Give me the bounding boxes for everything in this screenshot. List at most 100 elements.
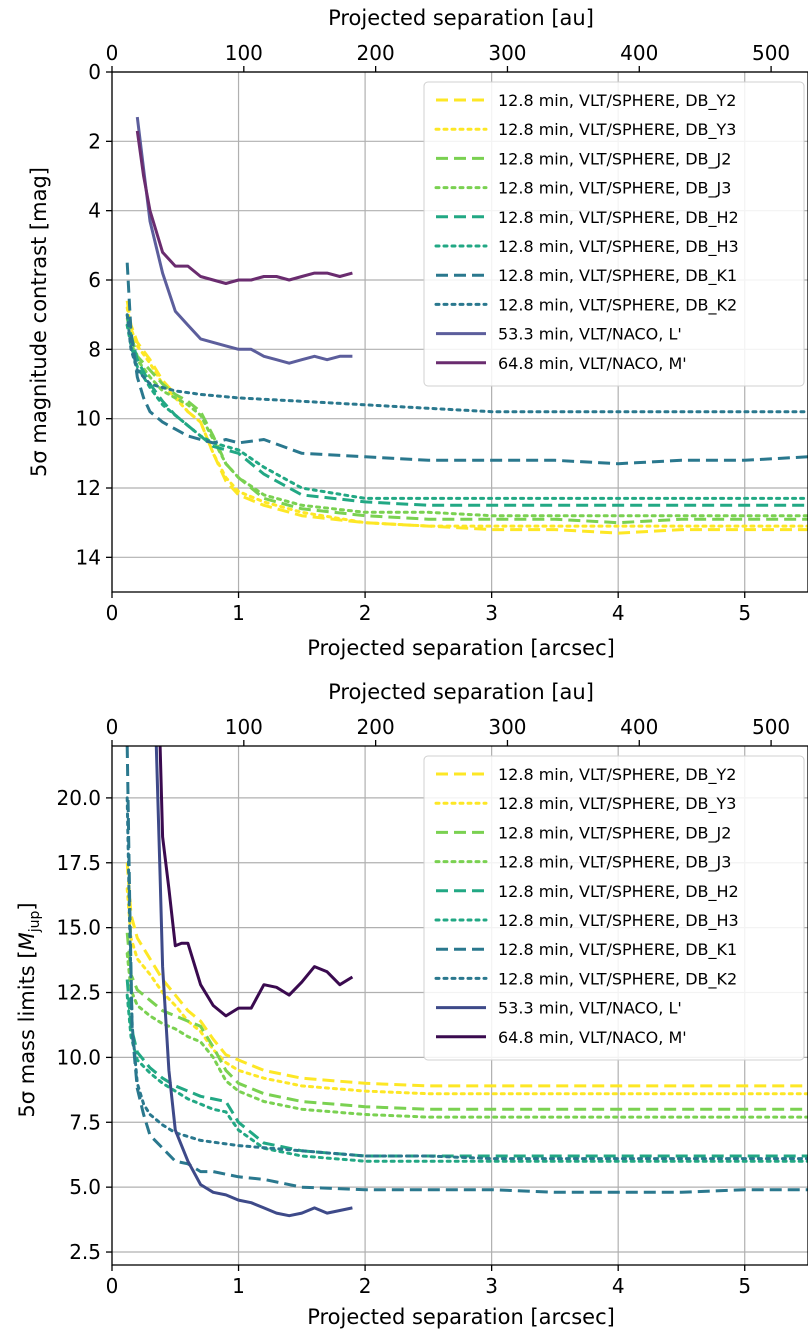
legend-label-3: 12.8 min, VLT/SPHERE, DB_J3 xyxy=(498,179,731,199)
y-tick-label-7: 14 xyxy=(76,545,101,569)
y-tick-label-1: 2 xyxy=(88,129,101,153)
y-tick-label-0: 2.5 xyxy=(69,1240,101,1264)
x-tick-label-1: 1 xyxy=(232,601,245,625)
series-line-1 xyxy=(125,887,808,1096)
x-tick-label-0: 0 xyxy=(106,1274,119,1298)
series-line-9 xyxy=(135,130,353,285)
series-line-3 xyxy=(125,952,808,1119)
legend-label-8: 53.3 min, VLT/NACO, L' xyxy=(498,325,682,344)
legend-label-4: 12.8 min, VLT/SPHERE, DB_H2 xyxy=(498,882,739,902)
legend-label-2: 12.8 min, VLT/SPHERE, DB_J2 xyxy=(498,823,731,843)
legend-label-1: 12.8 min, VLT/SPHERE, DB_Y3 xyxy=(498,794,736,814)
y-tick-label-3: 6 xyxy=(88,268,101,292)
legend-box xyxy=(423,755,805,1061)
series-line-7 xyxy=(125,796,808,1161)
bottom-x-axis-label: Projected separation [arcsec] xyxy=(307,1305,615,1329)
legend-label-1: 12.8 min, VLT/SPHERE, DB_Y3 xyxy=(498,120,736,140)
contrast-panel: Projected separation [au] Projected sepa… xyxy=(27,6,808,660)
series-line-3 xyxy=(125,323,808,518)
mass-panel: Projected separation [au] Projected sepa… xyxy=(15,680,808,1329)
legend-label-5: 12.8 min, VLT/SPHERE, DB_H3 xyxy=(498,237,739,257)
y-tick-label-6: 17.5 xyxy=(56,851,101,875)
legend-label-8: 53.3 min, VLT/NACO, L' xyxy=(498,999,682,1018)
series-line-6 xyxy=(125,746,808,1194)
series-line-5 xyxy=(125,323,808,500)
y-tick-label-4: 8 xyxy=(88,337,101,361)
bottom-x-ticks: 0 1 2 3 4 5 xyxy=(106,1265,751,1298)
x2-tick-label-4: 400 xyxy=(620,715,658,739)
legend-box xyxy=(423,81,805,387)
series-line-9 xyxy=(158,746,354,1018)
legend-label-5: 12.8 min, VLT/SPHERE, DB_H3 xyxy=(498,911,739,931)
series-line-6 xyxy=(125,262,808,466)
x-tick-label-1: 1 xyxy=(232,1274,245,1298)
legend-label-0: 12.8 min, VLT/SPHERE, DB_Y2 xyxy=(498,91,736,111)
x2-tick-label-1: 100 xyxy=(225,715,263,739)
legend-label-6: 12.8 min, VLT/SPHERE, DB_K1 xyxy=(498,940,737,960)
y-tick-label-5: 15.0 xyxy=(56,916,101,940)
y-ticks: 0 2 4 6 8 10 12 14 xyxy=(76,60,112,569)
top-x-ticks: 0 100 200 300 400 500 xyxy=(106,715,790,746)
legend-label-3: 12.8 min, VLT/SPHERE, DB_J3 xyxy=(498,853,731,873)
series-line-0 xyxy=(125,862,808,1088)
x-tick-label-4: 4 xyxy=(612,1274,625,1298)
legend-label-9: 64.8 min, VLT/NACO, M' xyxy=(498,1028,687,1047)
x-tick-label-3: 3 xyxy=(485,601,498,625)
x2-tick-label-0: 0 xyxy=(106,41,119,65)
series-line-8 xyxy=(135,116,353,365)
series-lines xyxy=(125,746,808,1218)
y-axis-label-main: 5σ mass limits [ xyxy=(15,950,39,1117)
x-tick-label-0: 0 xyxy=(106,601,119,625)
x-tick-label-2: 2 xyxy=(359,1274,372,1298)
y-tick-label-6: 12 xyxy=(76,476,101,500)
y-tick-label-2: 7.5 xyxy=(69,1110,101,1134)
y-axis-label-symbol: M xyxy=(15,932,39,950)
y-tick-label-5: 10 xyxy=(76,407,101,431)
series-line-2 xyxy=(125,932,808,1111)
x2-tick-label-0: 0 xyxy=(106,715,119,739)
y-axis-label: 5σ mass limits [Mjup] xyxy=(15,902,43,1117)
legend-label-7: 12.8 min, VLT/SPHERE, DB_K2 xyxy=(498,969,737,989)
series-lines xyxy=(125,116,808,535)
series-line-4 xyxy=(125,979,808,1158)
axes-frame xyxy=(111,71,808,593)
series-line-0 xyxy=(125,300,808,535)
legend: 12.8 min, VLT/SPHERE, DB_Y2 12.8 min, VLT… xyxy=(423,755,805,1061)
y-tick-label-0: 0 xyxy=(88,60,101,84)
x-tick-label-5: 5 xyxy=(738,1274,751,1298)
top-x-axis-label: Projected separation [au] xyxy=(328,680,594,704)
x2-tick-label-1: 100 xyxy=(225,41,263,65)
x-tick-label-4: 4 xyxy=(612,601,625,625)
x2-tick-label-3: 300 xyxy=(488,715,526,739)
x2-tick-label-4: 400 xyxy=(620,41,658,65)
x2-tick-label-5: 500 xyxy=(752,41,790,65)
series-line-1 xyxy=(125,306,808,528)
x2-tick-label-2: 200 xyxy=(357,715,395,739)
legend-label-0: 12.8 min, VLT/SPHERE, DB_Y2 xyxy=(498,765,736,785)
y-tick-label-7: 20.0 xyxy=(56,786,101,810)
y-ticks: 2.5 5.0 7.5 10.0 12.5 15.0 17.5 20.0 xyxy=(56,786,112,1264)
y-axis-label: 5σ magnitude contrast [mag] xyxy=(27,167,51,477)
x-tick-label-3: 3 xyxy=(485,1274,498,1298)
top-x-ticks: 0 100 200 300 400 500 xyxy=(106,41,790,72)
y-tick-label-3: 10.0 xyxy=(56,1045,101,1069)
x2-tick-label-5: 500 xyxy=(752,715,790,739)
x2-tick-label-2: 200 xyxy=(357,41,395,65)
legend-label-4: 12.8 min, VLT/SPHERE, DB_H2 xyxy=(498,208,739,228)
bottom-x-ticks: 0 1 2 3 4 5 xyxy=(106,592,751,625)
top-x-axis-label: Projected separation [au] xyxy=(328,6,594,30)
series-line-4 xyxy=(125,314,808,507)
bottom-x-axis-label: Projected separation [arcsec] xyxy=(307,636,615,660)
x2-tick-label-3: 300 xyxy=(488,41,526,65)
axes-frame xyxy=(111,745,808,1266)
y-tick-label-4: 12.5 xyxy=(56,981,101,1005)
legend-label-2: 12.8 min, VLT/SPHERE, DB_J2 xyxy=(498,149,731,169)
legend-label-6: 12.8 min, VLT/SPHERE, DB_K1 xyxy=(498,266,737,286)
legend: 12.8 min, VLT/SPHERE, DB_Y2 12.8 min, VLT… xyxy=(423,81,805,387)
y-axis-label-subscript: jup xyxy=(27,910,43,933)
x-tick-label-5: 5 xyxy=(738,601,751,625)
x-tick-label-2: 2 xyxy=(359,601,372,625)
y-tick-label-2: 4 xyxy=(88,199,101,223)
legend-label-9: 64.8 min, VLT/NACO, M' xyxy=(498,354,687,373)
